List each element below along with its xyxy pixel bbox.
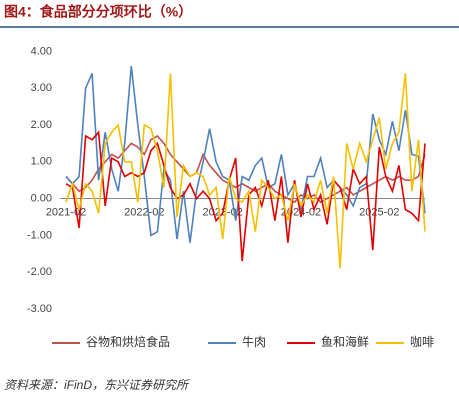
legend-label: 牛肉: [242, 334, 266, 349]
series-line: [65, 134, 426, 204]
series-line: [65, 130, 426, 262]
y-tick-label: 0.00: [31, 192, 52, 204]
x-tick-label: 2025-02: [359, 206, 399, 218]
series-line: [65, 73, 426, 269]
legend-label: 咖啡: [410, 334, 434, 349]
y-tick-label: 3.00: [31, 82, 52, 94]
legend-label: 谷物和烘焙食品: [86, 334, 170, 349]
chart-title: 图4：食品部分分项环比（%）: [4, 4, 192, 20]
y-tick-label: -2.00: [27, 266, 52, 278]
source: 资料来源：iFinD，东兴证券研究所: [4, 378, 190, 392]
y-tick-label: -1.00: [27, 229, 52, 241]
y-tick-label: 4.00: [31, 45, 52, 57]
series-line: [65, 66, 426, 243]
y-tick-label: -3.00: [27, 303, 52, 315]
y-tick-label: 1.00: [31, 156, 52, 168]
y-tick-label: 2.00: [31, 119, 52, 131]
legend-label: 鱼和海鲜: [321, 334, 369, 349]
x-tick-label: 2022-02: [124, 206, 164, 218]
